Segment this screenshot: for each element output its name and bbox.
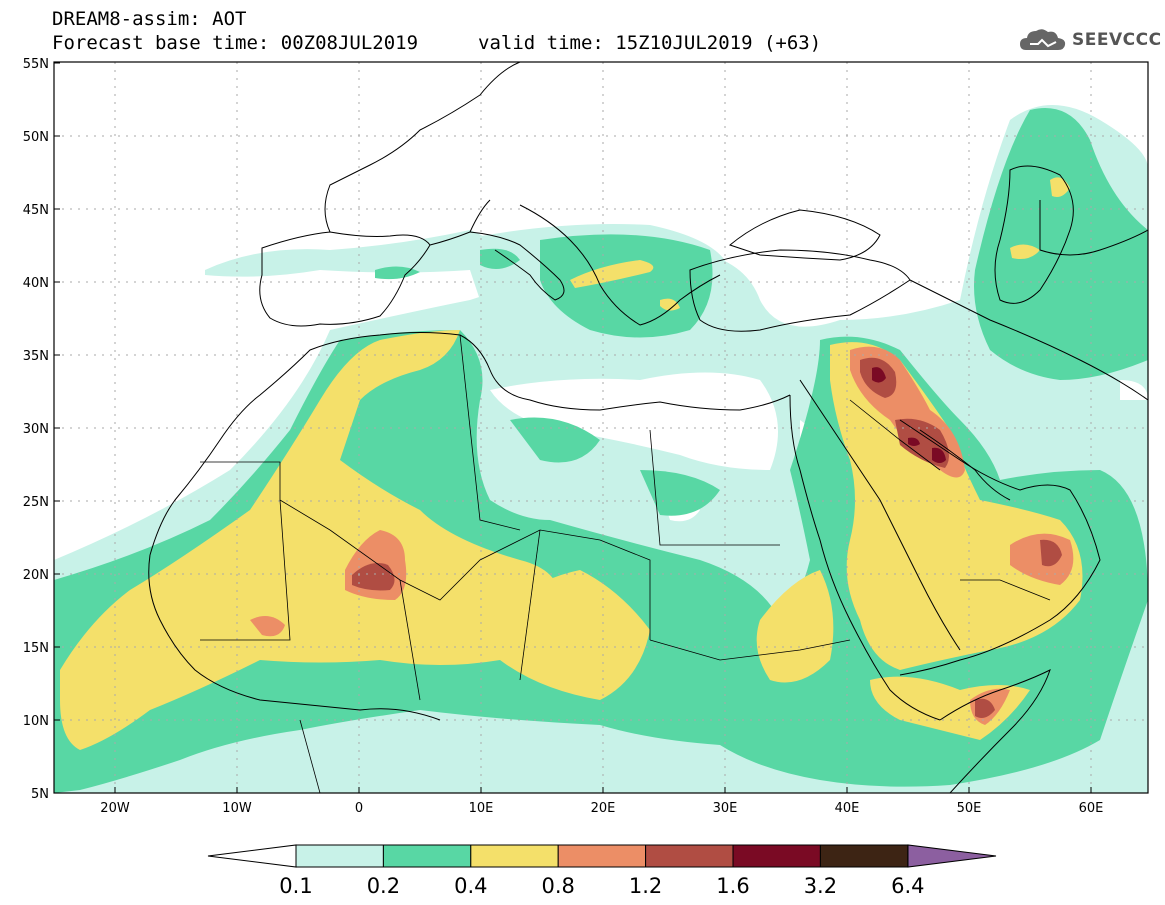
colorbar-box (295, 844, 384, 868)
colorbar-box (470, 844, 559, 868)
lon-axis: 20W 10W 0 10E 20E 30E 40E 50E 60E (100, 787, 1103, 816)
coastlines (148, 62, 1148, 793)
colorbar-box (557, 844, 647, 868)
colorbar-box (645, 844, 734, 868)
colorbar-box (382, 844, 472, 868)
colorbar-over-arrow (907, 844, 997, 868)
lat-label: 15N (23, 641, 49, 656)
colorbar-label: 0.8 (541, 874, 574, 898)
lon-label: 20E (591, 801, 616, 816)
lon-label: 60E (1079, 801, 1104, 816)
country-borders (200, 334, 1051, 793)
colorbar-label: 0.4 (454, 874, 487, 898)
lat-label: 20N (23, 568, 49, 583)
map-title: DREAM8-assim: AOT (52, 8, 247, 30)
colorbar-label: 1.2 (629, 874, 662, 898)
colorbar-label: 1.6 (716, 874, 749, 898)
colorbar-label: 6.4 (891, 874, 924, 898)
lon-label: 40E (835, 801, 860, 816)
lat-label: 10N (23, 714, 49, 729)
lat-label: 45N (23, 203, 49, 218)
forecast-base-time: Forecast base time: 00Z08JUL2019 (52, 32, 419, 54)
colorbar-label: 0.1 (279, 874, 312, 898)
lat-label: 30N (23, 422, 49, 437)
colorbar-box (732, 844, 821, 868)
lat-label: 55N (23, 57, 49, 72)
colorbar-label: 3.2 (804, 874, 837, 898)
cloud-logo-icon (1020, 29, 1066, 50)
lat-lon-grid (54, 62, 1148, 793)
lon-label: 50E (957, 801, 982, 816)
colorbar-under-arrow (207, 844, 297, 868)
lat-label: 50N (23, 130, 49, 145)
lon-label: 20W (100, 801, 130, 816)
lat-label: 35N (23, 349, 49, 364)
lon-label: 0 (355, 801, 363, 816)
lat-label: 5N (31, 787, 49, 802)
lat-axis: 55N 50N 45N 40N 35N 30N 25N 20N 15N 10N … (23, 57, 60, 802)
lat-label: 40N (23, 276, 49, 291)
colorbar-label: 0.2 (367, 874, 400, 898)
lon-label: 10W (222, 801, 252, 816)
colorbar-box (819, 844, 909, 868)
valid-time: valid time: 15Z10JUL2019 (+63) (478, 32, 822, 54)
lat-label: 25N (23, 495, 49, 510)
colorbar: 0.1 0.2 0.4 0.8 1.2 1.6 3.2 6.4 (207, 844, 997, 898)
logo-text: SEEVCCC (1072, 30, 1162, 50)
lon-label: 30E (713, 801, 738, 816)
lon-label: 10E (469, 801, 494, 816)
